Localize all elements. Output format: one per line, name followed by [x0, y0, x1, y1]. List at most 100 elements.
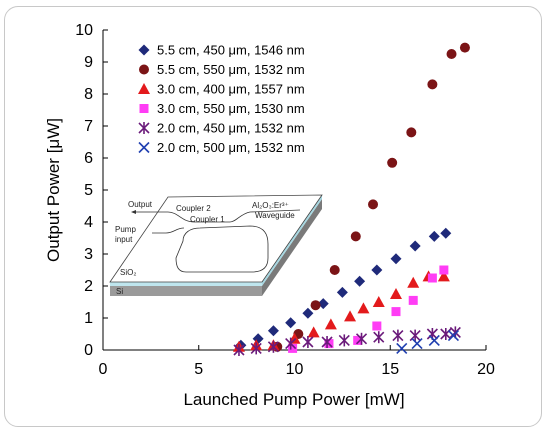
- chip-top-layer-side: [262, 195, 322, 286]
- y-tick-label: 9: [84, 54, 93, 71]
- x-tick-label: 20: [477, 361, 495, 378]
- x-axis-title: Launched Pump Power [mW]: [183, 390, 404, 409]
- data-point: [389, 288, 402, 299]
- data-point: [302, 307, 314, 319]
- y-tick-label: 2: [84, 278, 93, 295]
- data-point: [336, 286, 348, 298]
- si-label: Si: [116, 287, 123, 296]
- y-tick-label: 5: [84, 182, 93, 199]
- y-tick-label: 3: [84, 246, 93, 263]
- data-point: [338, 334, 350, 347]
- data-point: [353, 335, 363, 345]
- data-point: [411, 338, 423, 350]
- data-point: [252, 333, 264, 345]
- data-point: [372, 321, 382, 331]
- data-point: [396, 342, 408, 354]
- legend-marker: [139, 104, 149, 113]
- data-point: [355, 332, 368, 345]
- series-1: [235, 227, 452, 351]
- chip-top-layer-edge: [110, 282, 262, 286]
- data-point: [233, 344, 245, 356]
- waveguide-material-label: Al₂O₃:Er³⁺: [252, 201, 289, 210]
- data-point: [406, 127, 417, 138]
- x-tick-label: 5: [194, 361, 203, 378]
- chip-top-surface: [109, 194, 323, 283]
- bus-waveguide-output: [150, 209, 301, 223]
- data-point: [267, 340, 280, 353]
- legend-entry-label: 5.5 cm, 550 μm, 1532 nm: [157, 62, 305, 77]
- data-point: [267, 325, 279, 337]
- y-ticks: 0 1 2 3 4 5 6 7 8 9 10: [75, 22, 108, 359]
- legend-entry-label: 2.0 cm, 450 μm, 1532 nm: [157, 121, 305, 136]
- data-marks: [232, 42, 470, 356]
- bus-waveguide-pump: [152, 227, 185, 234]
- sio2-label: SiO₂: [120, 268, 136, 277]
- pump-label: Pump: [115, 225, 136, 234]
- data-point: [329, 265, 340, 275]
- data-point: [317, 298, 329, 310]
- data-point: [390, 253, 402, 265]
- data-point: [357, 302, 370, 314]
- output-label: Output: [128, 200, 153, 209]
- data-point: [288, 332, 301, 344]
- data-point: [408, 295, 418, 305]
- waveguide-chip-inset: Output Pump input Coupler 2 Coupler 1 Al…: [109, 194, 323, 296]
- legend-entry-label: 5.5 cm, 450 μm, 1546 nm: [157, 43, 305, 58]
- data-point: [428, 230, 440, 242]
- y-tick-label: 10: [75, 22, 93, 39]
- legend-entry-label: 3.0 cm, 400 μm, 1557 nm: [157, 82, 305, 97]
- data-point: [447, 330, 460, 342]
- y-tick-label: 1: [84, 310, 93, 327]
- chip-side-face: [110, 286, 262, 296]
- coupler-1-label: Coupler 1: [190, 215, 225, 224]
- legend-marker: [138, 141, 150, 154]
- x-tick-label: 0: [99, 361, 108, 378]
- data-point: [288, 343, 298, 353]
- waveguide-label: Waveguide: [255, 211, 295, 220]
- data-point: [350, 231, 361, 242]
- y-tick-label: 8: [84, 86, 93, 103]
- data-point: [409, 329, 421, 342]
- data-point: [321, 336, 333, 348]
- data-point: [407, 276, 420, 288]
- data-point: [391, 307, 401, 317]
- axes: 0 5 10 15 20 0 1 2 3 4 5 6 7 8 9 10: [75, 22, 495, 378]
- data-point: [428, 334, 440, 346]
- data-point: [371, 264, 383, 276]
- data-point: [392, 329, 404, 342]
- data-point: [307, 326, 320, 338]
- data-point: [302, 336, 314, 348]
- y-tick-label: 6: [84, 150, 93, 167]
- series-6: [396, 330, 460, 354]
- legend: 5.5 cm, 450 μm, 1546 nm 5.5 cm, 550 μm, 1…: [138, 43, 305, 155]
- data-point: [427, 273, 437, 283]
- data-point: [368, 199, 379, 210]
- data-point: [354, 275, 366, 287]
- ring-waveguide: [175, 225, 269, 273]
- y-tick-label: 4: [84, 214, 93, 231]
- data-point: [387, 157, 398, 168]
- legend-marker: [138, 44, 150, 56]
- legend-entry-label: 3.0 cm, 550 μm, 1530 nm: [157, 101, 305, 116]
- y-axis-title: Output Power [μW]: [44, 118, 63, 262]
- y-tick-label: 0: [84, 342, 93, 359]
- data-point: [459, 42, 470, 53]
- legend-entry-label: 2.0 cm, 500 μm, 1532 nm: [157, 140, 305, 155]
- data-point: [285, 317, 297, 329]
- legend-marker: [138, 122, 150, 134]
- data-point: [324, 318, 337, 330]
- data-point: [372, 296, 385, 307]
- x-tick-label: 15: [381, 361, 399, 378]
- data-point: [344, 310, 357, 322]
- series-5: [233, 326, 461, 356]
- data-point: [250, 342, 262, 355]
- data-point: [440, 328, 452, 340]
- data-point: [439, 265, 449, 275]
- series-2: [272, 42, 470, 352]
- data-point: [373, 331, 385, 344]
- chip-edge-face: [262, 199, 322, 296]
- y-tick-label: 7: [84, 118, 93, 135]
- data-point: [440, 227, 452, 239]
- legend-marker: [138, 83, 150, 94]
